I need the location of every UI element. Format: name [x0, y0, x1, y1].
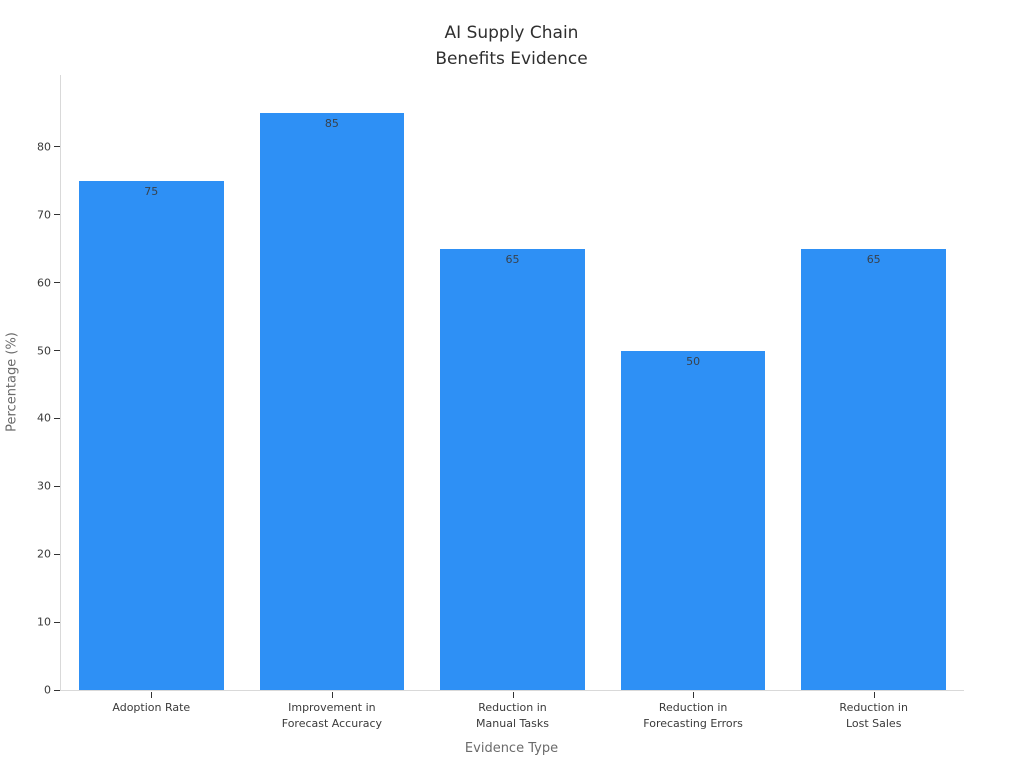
bar: [259, 113, 405, 690]
chart-title: AI Supply Chain Benefits Evidence: [435, 23, 588, 69]
x-tick-mark: [693, 692, 695, 698]
y-tick-mark: [54, 146, 60, 148]
bar: [620, 350, 766, 690]
y-tick-mark: [54, 214, 60, 216]
x-tick-mark: [331, 692, 333, 698]
bar-value-label: 75: [144, 184, 159, 198]
y-tick-mark: [54, 689, 60, 691]
y-tick-mark: [54, 350, 60, 352]
y-tick-label: 10: [37, 615, 51, 629]
y-tick-mark: [54, 485, 60, 487]
y-tick-mark: [54, 621, 60, 623]
y-tick-mark: [54, 417, 60, 419]
x-tick-mark: [512, 692, 514, 698]
bar-value-label: 65: [866, 252, 881, 266]
x-tick-label: Reduction in Manual Tasks: [476, 701, 549, 730]
x-tick-label: Reduction in Forecasting Errors: [643, 701, 743, 730]
bar-value-label: 85: [324, 117, 339, 130]
bar-value-label: 65: [505, 252, 520, 266]
x-tick-label: Reduction in Lost Sales: [839, 701, 908, 730]
y-tick-label: 0: [44, 683, 51, 697]
x-tick-label: Improvement in Forecast Accuracy: [281, 701, 383, 730]
y-tick-label: 70: [37, 208, 51, 222]
bar: [801, 248, 946, 690]
x-tick-mark: [873, 692, 875, 698]
x-axis-title: Evidence Type: [464, 741, 559, 756]
y-tick-mark: [54, 282, 60, 284]
bar-value-label: 50: [686, 354, 701, 368]
y-tick-label: 20: [37, 547, 51, 561]
y-tick-label: 80: [37, 140, 51, 154]
y-tick-label: 60: [37, 276, 51, 290]
bar: [440, 248, 585, 690]
x-tick-label: Adoption Rate: [112, 701, 191, 714]
plot-area: 0 10 20 30 40 50 60 70 80 75 Adoption Rate 85 Improv…: [37, 75, 964, 730]
y-tick-label: 30: [37, 479, 51, 493]
x-tick-mark: [151, 692, 153, 698]
y-tick-label: 40: [37, 411, 51, 425]
y-tick-label: 50: [37, 344, 51, 358]
y-tick-mark: [54, 553, 60, 555]
bar: [79, 180, 224, 690]
